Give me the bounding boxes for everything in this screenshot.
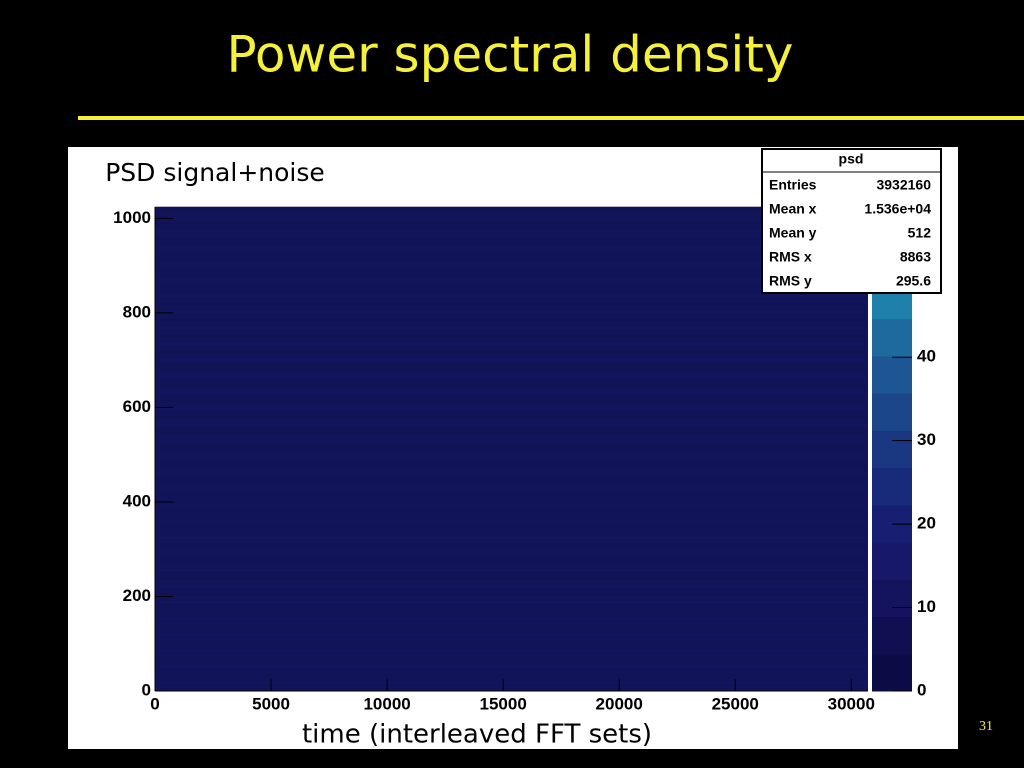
colorbar-step (872, 579, 912, 618)
chart: 0 5000 10000 15000 20000 25000 300000200400600… (75, 148, 942, 750)
stats-title: psd (839, 151, 864, 167)
x-tick-label: 10000 (363, 694, 410, 713)
stats-value: 8863 (900, 249, 931, 265)
plot-title-box (75, 150, 355, 196)
stats-box (761, 148, 942, 294)
y-tick-label: 200 (123, 586, 151, 605)
colorbar-step (872, 318, 912, 357)
stats-value: 295.6 (896, 273, 931, 289)
colorbar-step (872, 430, 912, 469)
stats-label: Mean x (769, 201, 817, 217)
colorbar-step (872, 653, 912, 692)
x-axis-label: time (interleaved FFT sets) (302, 720, 652, 750)
slide-number: 31 (979, 719, 993, 734)
y-tick-label: 600 (123, 397, 151, 416)
y-tick-label: 400 (123, 491, 151, 510)
stats-value: 3932160 (876, 177, 931, 193)
title-rule (78, 116, 1024, 120)
z-tick-label: 10 (917, 597, 936, 616)
colorbar-step (872, 393, 912, 431)
z-tick-label: 0 (917, 680, 926, 699)
stats-label: RMS x (769, 249, 812, 265)
x-tick-label: 5000 (252, 694, 290, 713)
y-tick-label: 0 (142, 680, 151, 699)
z-tick-label: 20 (917, 514, 936, 533)
colorbar-step (872, 355, 912, 394)
stats-label: RMS y (769, 273, 812, 289)
y-tick-label: 1000 (113, 208, 151, 227)
stats-value: 512 (908, 225, 932, 241)
colorbar-step (872, 542, 912, 580)
z-tick-label: 30 (917, 430, 936, 449)
slide-title: Power spectral density (226, 26, 793, 84)
x-tick-label: 30000 (828, 694, 875, 713)
x-tick-label: 0 (150, 694, 159, 713)
y-tick-label: 800 (123, 302, 151, 321)
stats-label: Entries (769, 177, 817, 193)
x-tick-label: 15000 (480, 694, 527, 713)
colorbar-step (872, 467, 912, 506)
stats-label: Mean y (769, 225, 817, 241)
x-tick-label: 20000 (596, 694, 643, 713)
stats-value: 1.536e+04 (864, 201, 931, 217)
colorbar-step (872, 616, 912, 655)
plot-title: PSD signal+noise (105, 158, 325, 187)
x-tick-label: 25000 (712, 694, 759, 713)
z-tick-label: 40 (917, 347, 936, 366)
